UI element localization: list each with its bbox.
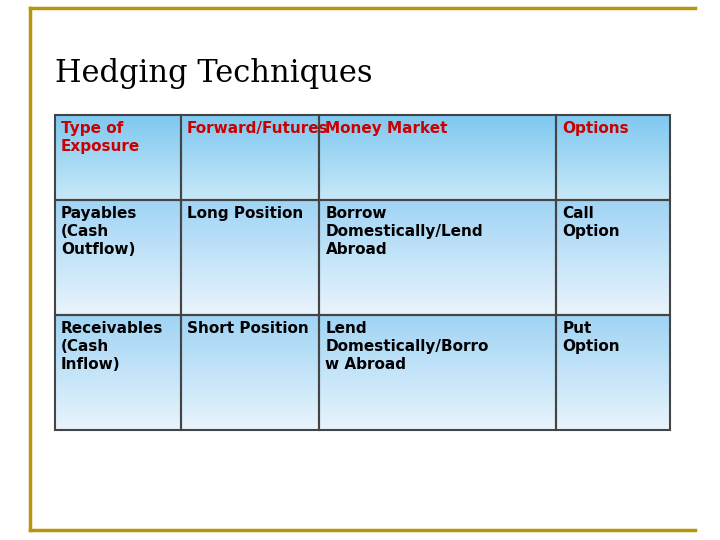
Bar [181,315,320,430]
Text: Payables
(Cash
Outflow): Payables (Cash Outflow) [61,206,138,257]
Bar [55,115,181,200]
Bar [181,200,320,315]
Text: Options: Options [562,121,629,136]
Bar [55,200,181,315]
Bar [320,115,557,200]
Text: Hedging Techniques: Hedging Techniques [55,58,373,89]
Bar [55,315,181,430]
Text: Type of
Exposure: Type of Exposure [61,121,140,154]
Bar [557,200,670,315]
Bar [557,115,670,200]
Bar [320,200,557,315]
Text: Forward/Futures: Forward/Futures [187,121,329,136]
Text: Call
Option: Call Option [562,206,620,239]
Text: Lend
Domestically/Borro
w Abroad: Lend Domestically/Borro w Abroad [325,321,489,372]
Text: Long Position: Long Position [187,206,303,221]
Text: Receivables
(Cash
Inflow): Receivables (Cash Inflow) [61,321,163,372]
Bar [320,315,557,430]
Bar [181,115,320,200]
Text: Borrow
Domestically/Lend
Abroad: Borrow Domestically/Lend Abroad [325,206,483,257]
Text: Short Position: Short Position [187,321,309,336]
Bar [557,315,670,430]
Text: Put
Option: Put Option [562,321,620,354]
Text: Money Market: Money Market [325,121,448,136]
